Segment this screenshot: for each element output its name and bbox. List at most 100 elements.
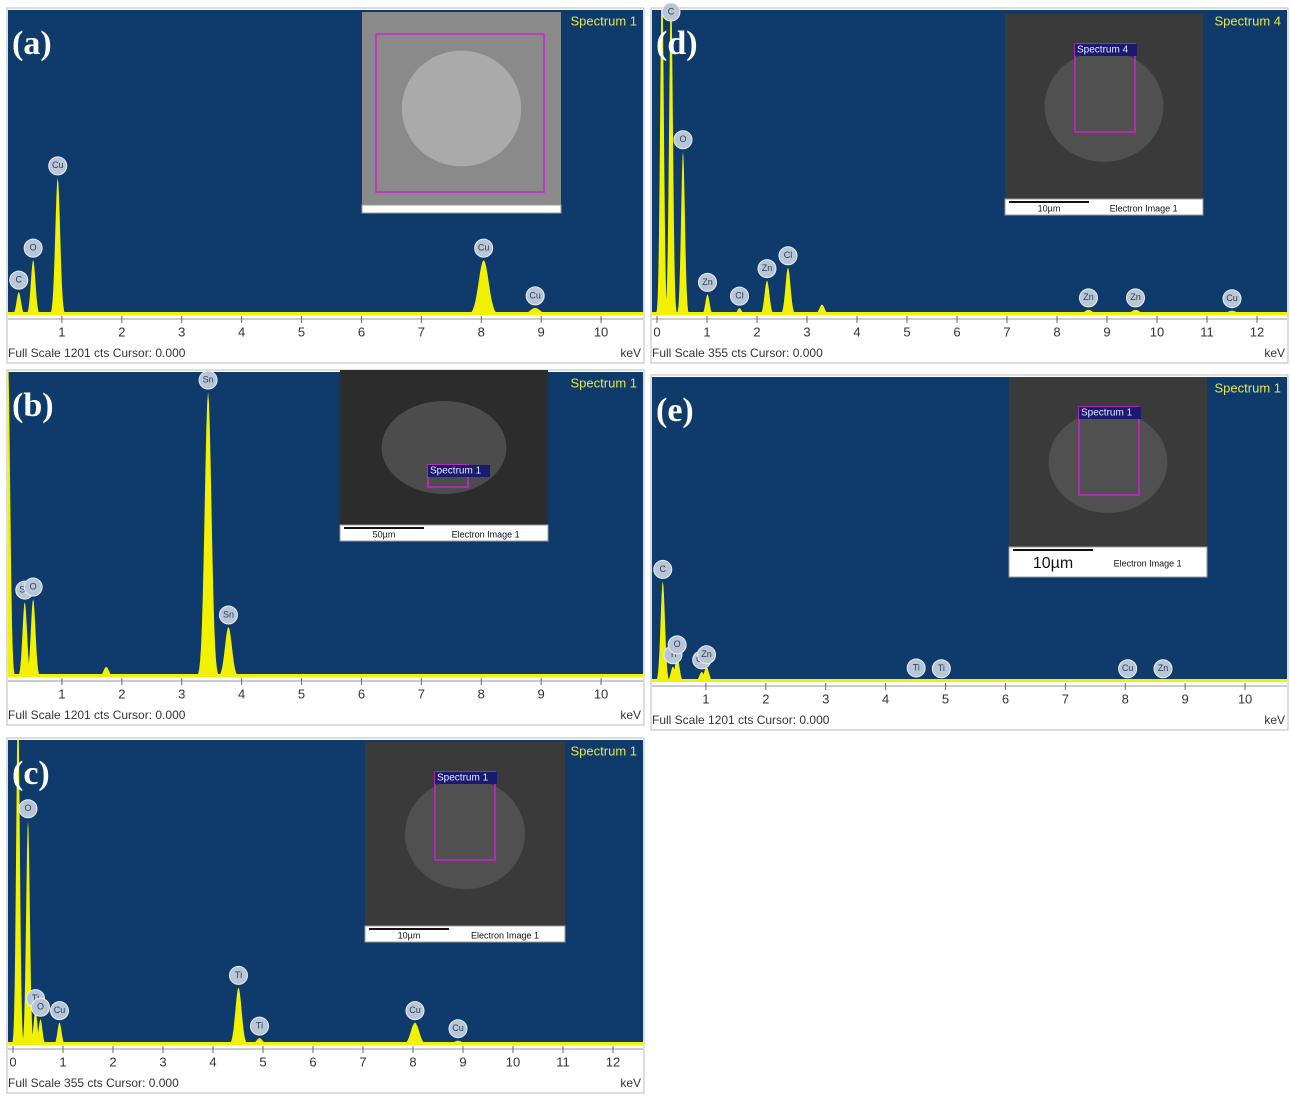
x-tick-label: 5 xyxy=(298,324,305,339)
peak-label: Zn xyxy=(1083,292,1094,302)
peak-label: Ti xyxy=(235,970,242,980)
peak-label: Cu xyxy=(54,1005,66,1015)
x-tick-label: 9 xyxy=(1103,324,1110,339)
x-tick-label: 0 xyxy=(653,324,660,339)
peak-label: Zn xyxy=(1158,663,1169,673)
x-tick-label: 5 xyxy=(903,324,910,339)
x-tick-label: 9 xyxy=(538,686,545,701)
footer: Full Scale 1201 cts Cursor: 0.000 xyxy=(8,346,186,360)
footer: Full Scale 355 cts Cursor: 0.000 xyxy=(652,346,823,360)
x-tick-label: 1 xyxy=(59,1054,66,1069)
spectrum-name: Spectrum 4 xyxy=(1215,13,1281,28)
x-tick-label: 12 xyxy=(1250,324,1264,339)
x-tick-label: 9 xyxy=(538,324,545,339)
x-tick-label: 3 xyxy=(803,324,810,339)
x-tick-label: 4 xyxy=(238,324,245,339)
x-unit: keV xyxy=(620,1076,641,1090)
peak-label: Cu xyxy=(529,290,541,300)
x-tick-label: 7 xyxy=(1003,324,1010,339)
x-tick-label: 12 xyxy=(606,1054,620,1069)
image-label: Electron Image 1 xyxy=(1110,203,1178,213)
peak-label: Sn xyxy=(223,609,234,619)
peak-label: O xyxy=(24,803,31,813)
x-tick-label: 10 xyxy=(506,1054,520,1069)
scale-label: 10µm xyxy=(1033,555,1073,572)
x-tick-label: 3 xyxy=(178,324,185,339)
panel-label: (d) xyxy=(656,25,698,62)
x-tick-label: 7 xyxy=(418,324,425,339)
peak-label: Ti xyxy=(256,1021,263,1031)
x-tick-label: 4 xyxy=(853,324,860,339)
sem-feature xyxy=(405,779,525,889)
x-tick-label: 3 xyxy=(178,686,185,701)
spectrum-name: Spectrum 1 xyxy=(571,13,637,28)
peak-label: Ti xyxy=(913,662,920,672)
baseline-noise xyxy=(652,679,1287,682)
x-tick-label: 1 xyxy=(58,686,65,701)
peak-label: Cl xyxy=(735,291,744,301)
region-label: Spectrum 4 xyxy=(1077,45,1129,56)
x-tick-label: 6 xyxy=(358,686,365,701)
inset-image: Spectrum 410µmElectron Image 1 xyxy=(1005,14,1203,215)
x-tick-label: 6 xyxy=(1002,691,1009,706)
peak-label: C xyxy=(16,275,23,285)
x-tick-label: 7 xyxy=(418,686,425,701)
peak-label: Zn xyxy=(762,263,773,273)
panel-label: (a) xyxy=(12,25,52,62)
peak-label: Zn xyxy=(1130,292,1141,302)
region-label: Spectrum 1 xyxy=(1081,408,1133,419)
baseline-noise xyxy=(8,1042,643,1045)
x-tick-label: 2 xyxy=(753,324,760,339)
x-tick-label: 6 xyxy=(953,324,960,339)
baseline-noise xyxy=(652,312,1287,315)
x-tick-label: 9 xyxy=(459,1054,466,1069)
x-tick-label: 5 xyxy=(942,691,949,706)
x-tick-label: 7 xyxy=(359,1054,366,1069)
x-tick-label: 3 xyxy=(822,691,829,706)
spectrum-name: Spectrum 1 xyxy=(571,743,637,758)
peak-label: C xyxy=(660,564,667,574)
peak-label: O xyxy=(30,243,37,253)
figure: COCuCuCu12345678910keVFull Scale 1201 ct… xyxy=(0,0,1290,1096)
scale-label: 50µm xyxy=(373,529,396,539)
footer: Full Scale 1201 cts Cursor: 0.000 xyxy=(652,713,830,727)
peak-label: Cu xyxy=(1226,293,1238,303)
panel: CTiOCuZnTiTiCuZn12345678910keVFull Scale… xyxy=(651,375,1288,730)
peak-label: Cl xyxy=(784,250,793,260)
x-tick-label: 7 xyxy=(1062,691,1069,706)
sem-feature xyxy=(1045,51,1164,162)
x-tick-label: 2 xyxy=(118,686,125,701)
x-tick-label: 11 xyxy=(1200,324,1214,339)
peak-label: Sn xyxy=(203,374,214,384)
image-label: Electron Image 1 xyxy=(1114,558,1182,568)
panel: OTiOCuTiTiCuCu0123456789101112keVFull Sc… xyxy=(7,701,644,1093)
region-label: Spectrum 1 xyxy=(430,466,482,477)
x-tick-label: 8 xyxy=(1053,324,1060,339)
panel: SnOSnSn12345678910keVFull Scale 1201 cts… xyxy=(0,360,644,725)
peak-label: O xyxy=(679,134,686,144)
x-unit: keV xyxy=(620,708,641,722)
inset-image: Spectrum 1 50µm Electron Image 1 xyxy=(340,370,548,541)
x-tick-label: 5 xyxy=(298,686,305,701)
footer: Full Scale 1201 cts Cursor: 0.000 xyxy=(8,708,186,722)
x-tick-label: 4 xyxy=(882,691,889,706)
x-tick-label: 8 xyxy=(478,686,485,701)
sem-feature xyxy=(402,51,521,167)
inset-image: Spectrum 1 10µm Electron Image 1 xyxy=(1009,377,1207,577)
x-tick-label: 8 xyxy=(478,324,485,339)
peak-label: Cu xyxy=(1122,663,1134,673)
x-tick-label: 3 xyxy=(159,1054,166,1069)
peak-label: Cu xyxy=(452,1023,464,1033)
x-tick-label: 4 xyxy=(238,686,245,701)
x-tick-label: 6 xyxy=(309,1054,316,1069)
x-tick-label: 11 xyxy=(556,1054,570,1069)
peak-label: Ti xyxy=(938,663,945,673)
x-tick-label: 1 xyxy=(703,324,710,339)
image-label: Electron Image 1 xyxy=(452,529,520,539)
peak-label: Zn xyxy=(702,277,713,287)
x-tick-label: 4 xyxy=(209,1054,216,1069)
panel-label: (e) xyxy=(656,392,694,429)
peak-label: Cu xyxy=(478,243,490,253)
x-tick-label: 10 xyxy=(1150,324,1164,339)
